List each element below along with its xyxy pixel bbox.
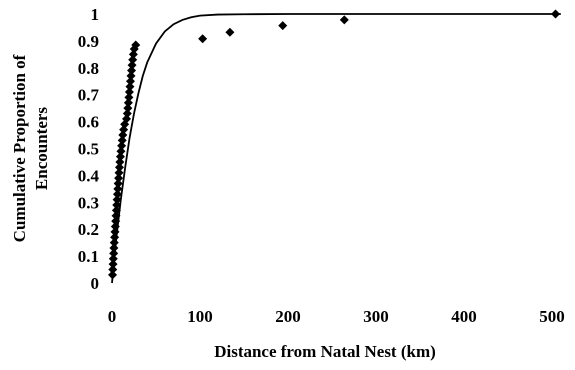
data-point-diamond (198, 34, 208, 44)
data-point-diamond (118, 130, 128, 140)
y-tick-label: 1 (91, 5, 100, 24)
data-point-diamond (278, 21, 288, 31)
data-point-diamond (551, 9, 561, 19)
y-tick-label: 0.3 (78, 193, 99, 212)
data-point-diamond (109, 238, 119, 248)
y-axis-label-line: Cumulative Proportion of (10, 54, 29, 242)
data-point-diamond (110, 232, 120, 242)
y-tick-label: 0.5 (78, 140, 99, 159)
data-point-diamond (114, 162, 124, 172)
data-point-diamond (123, 103, 133, 113)
y-tick-label: 0.1 (78, 247, 99, 266)
data-point-diamond (122, 109, 132, 119)
data-point-diamond (125, 82, 135, 92)
data-point-diamond (112, 200, 122, 210)
data-point-diamond (111, 216, 121, 226)
data-point-diamond (339, 15, 349, 25)
data-point-diamond (128, 55, 138, 65)
data-point-diamond (117, 135, 127, 145)
y-tick-label: 0.2 (78, 220, 99, 239)
x-tick-label: 300 (363, 307, 389, 326)
data-point-diamond (108, 265, 118, 275)
data-point-diamond (113, 178, 123, 188)
y-tick-label: 0.4 (78, 166, 100, 185)
fitted-curve-line (111, 13, 561, 284)
data-point-diamond (125, 76, 135, 86)
y-axis-label-line: Encounters (32, 107, 51, 191)
data-point-diamond (124, 92, 134, 102)
data-point-diamond (225, 27, 235, 37)
data-point-diamond (114, 168, 124, 178)
data-point-diamond (115, 152, 125, 162)
x-tick-label: 200 (275, 307, 301, 326)
data-point-diamond (111, 205, 121, 215)
data-point-diamond (113, 184, 123, 194)
x-tick-label: 100 (187, 307, 213, 326)
y-tick-label: 0.7 (78, 86, 100, 105)
y-tick-label: 0 (91, 274, 100, 293)
data-point-diamond (110, 222, 120, 232)
x-axis-label: Distance from Natal Nest (km) (214, 342, 436, 361)
y-axis-label: Cumulative Proportion of Encounters (10, 54, 51, 242)
data-point-diamond (108, 259, 118, 269)
x-tick-label: 500 (539, 307, 565, 326)
data-point-diamond (109, 248, 119, 258)
x-tick-label: 0 (108, 307, 117, 326)
data-point-diamond (110, 227, 120, 237)
data-point-diamond (112, 189, 122, 199)
data-point-diamond (112, 195, 122, 205)
y-tick-label: 0.6 (78, 113, 99, 132)
y-tick-label: 0.9 (78, 32, 99, 51)
data-point-diamond (117, 141, 127, 151)
data-point-diamond (128, 49, 138, 59)
data-point-diamond (115, 157, 125, 167)
data-point-diamond (126, 71, 136, 81)
y-tick-label: 0.8 (78, 59, 99, 78)
data-point-diamond (111, 211, 121, 221)
data-point-diamond (127, 60, 137, 70)
data-point-diamond (108, 254, 118, 264)
data-point-diamond (122, 114, 132, 124)
data-point-diamond (114, 173, 124, 183)
data-point-diamond (127, 65, 137, 75)
data-point-diamond (108, 270, 118, 280)
data-point-diamond (123, 98, 133, 108)
data-point-diamond (131, 40, 141, 50)
data-point-diamond (109, 243, 119, 253)
data-point-diamond (124, 87, 134, 97)
x-tick-label: 400 (451, 307, 477, 326)
data-point-diamond (116, 146, 126, 156)
